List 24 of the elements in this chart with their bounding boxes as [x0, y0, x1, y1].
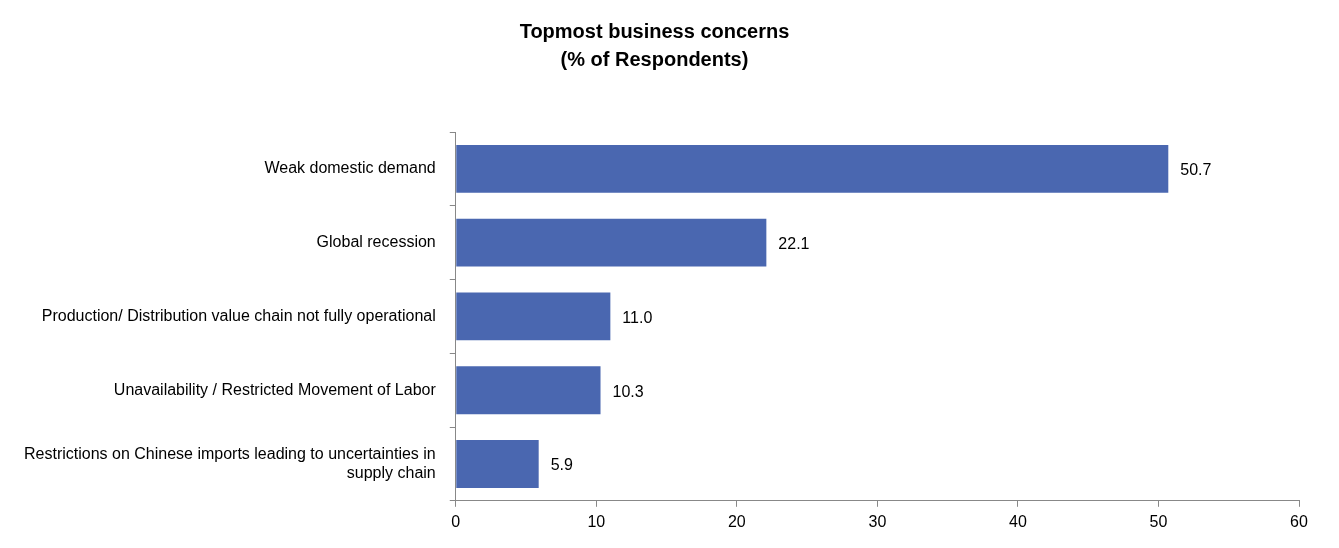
bar — [456, 439, 539, 488]
bar — [456, 218, 767, 267]
data-label: 5.9 — [550, 456, 574, 474]
data-label: 10.3 — [612, 382, 644, 400]
y-tick-label: Unavailability / Restricted Movement of Labor — [113, 380, 437, 398]
y-tick-label: Production/ Distribution value chain not fully operational — [41, 306, 436, 324]
x-tick-label: 30 — [868, 512, 887, 530]
data-label: 22.1 — [778, 235, 810, 253]
bar — [456, 292, 611, 341]
x-tick-label: 0 — [451, 512, 461, 530]
data-label: 50.7 — [1180, 161, 1212, 179]
chart-title: Topmost business concerns — [519, 19, 790, 42]
bar — [456, 366, 601, 415]
y-tick-label: Global recession — [316, 233, 436, 251]
y-tick-label: Weak domestic demand — [264, 159, 436, 177]
x-tick-label: 50 — [1149, 512, 1168, 530]
x-tick-label: 60 — [1290, 512, 1308, 530]
x-tick-label: 20 — [727, 512, 746, 530]
data-label: 11.0 — [622, 308, 653, 326]
bar — [456, 144, 1169, 193]
x-tick-label: 10 — [587, 512, 606, 530]
x-tick-label: 40 — [1009, 512, 1027, 530]
chart-subtitle: (% of Respondents) — [560, 47, 749, 70]
y-tick-label: Restrictions on Chinese imports leading to uncertainties in supply chain — [24, 444, 436, 481]
